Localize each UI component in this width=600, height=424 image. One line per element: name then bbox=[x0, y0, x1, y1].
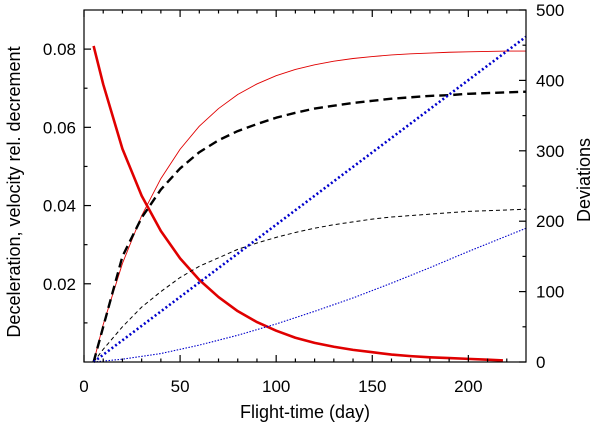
x-tick-label: 150 bbox=[358, 377, 386, 396]
y-left-tick-label: 0.06 bbox=[43, 118, 76, 137]
y-right-tick-label: 400 bbox=[536, 71, 564, 90]
series-layer bbox=[92, 35, 527, 364]
y-left-tick-label: 0.02 bbox=[43, 275, 76, 294]
series-line-2 bbox=[93, 50, 526, 363]
series-line-1 bbox=[92, 45, 504, 362]
y-axis-left-title: Deceleration, velocity rel. decrement bbox=[4, 46, 24, 337]
x-tick-label: 200 bbox=[454, 377, 482, 396]
x-axis-title: Flight-time (day) bbox=[240, 402, 370, 422]
y-axis-right-title: Deviations bbox=[574, 138, 594, 222]
y-right-tick-label: 500 bbox=[536, 1, 564, 20]
series-line-4 bbox=[93, 208, 527, 363]
y-right-tick-label: 200 bbox=[536, 212, 564, 231]
series-line-5 bbox=[92, 35, 527, 364]
series-line-3 bbox=[92, 90, 527, 363]
y-right-tick-label: 300 bbox=[536, 142, 564, 161]
y-left-tick-label: 0.04 bbox=[43, 197, 76, 216]
y-left-tick-label: 0.08 bbox=[43, 40, 76, 59]
y-right-tick-label: 0 bbox=[536, 353, 545, 372]
y-right-tick-label: 100 bbox=[536, 283, 564, 302]
ticks-layer: 0 50 100 150 200 0.02 0.04 0.06 0.08 0 100 200 300 40… bbox=[43, 1, 564, 396]
x-tick-label: 0 bbox=[79, 377, 88, 396]
x-tick-label: 50 bbox=[171, 377, 190, 396]
series-line-6 bbox=[93, 227, 527, 363]
plot-frame bbox=[83, 9, 527, 363]
x-tick-label: 100 bbox=[262, 377, 290, 396]
